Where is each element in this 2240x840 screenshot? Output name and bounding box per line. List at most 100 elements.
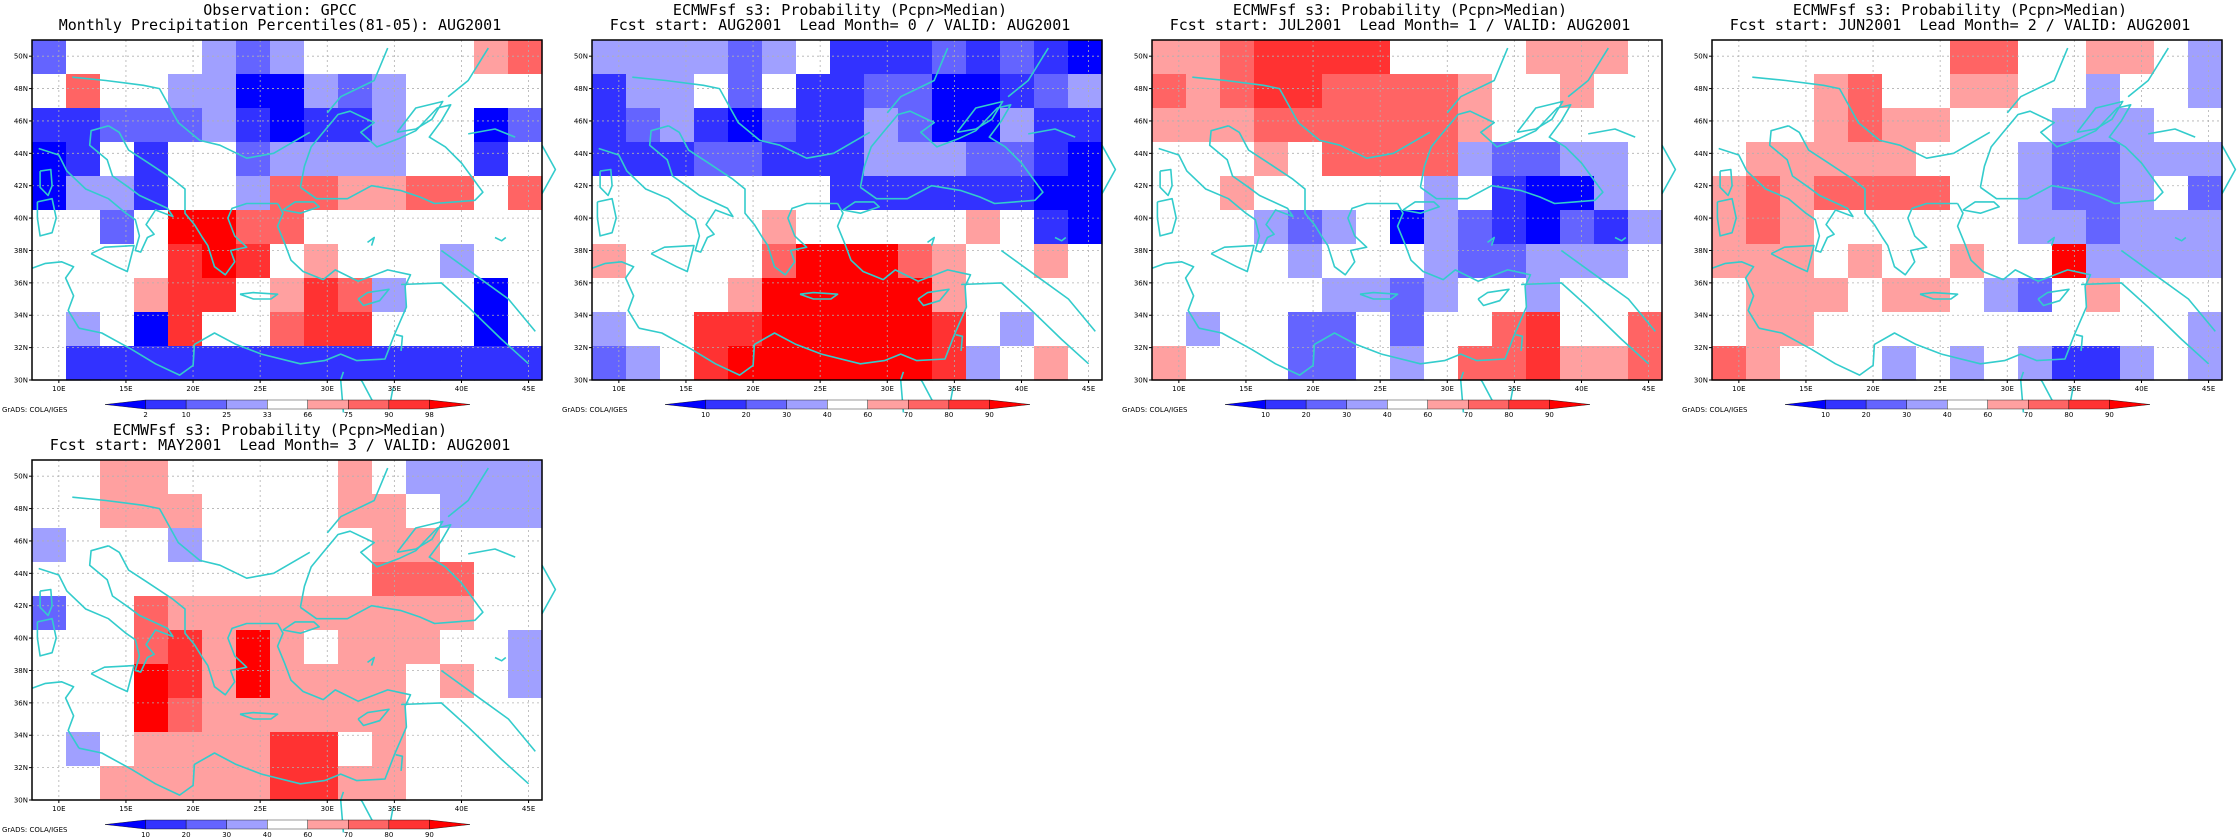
colorbar-swatch	[745, 399, 787, 410]
grid-cell	[1594, 346, 1629, 381]
grid-cell	[728, 244, 763, 279]
x-tick-label: 15E	[119, 805, 132, 813]
y-tick-label: 50N	[1694, 53, 1708, 61]
x-tick-label: 25E	[1933, 385, 1946, 393]
grid-cell	[864, 142, 899, 177]
grid-cell	[1814, 142, 1849, 177]
grid-cell	[864, 278, 899, 313]
x-tick-label: 40E	[2135, 385, 2148, 393]
y-tick-label: 42N	[1134, 182, 1148, 190]
grid-cell	[406, 244, 441, 279]
grid-cell	[1848, 142, 1883, 177]
grid-cell	[1560, 40, 1595, 75]
grid-cell	[168, 210, 203, 245]
y-tick-label: 48N	[1134, 85, 1148, 93]
grid-cell	[1628, 142, 1663, 177]
x-tick-label: 30E	[881, 385, 894, 393]
coastline	[1770, 244, 1815, 273]
grid-cell	[406, 312, 441, 347]
coastline	[2006, 47, 2069, 114]
colorbar-label: 98	[425, 411, 434, 419]
grid-cell	[134, 460, 169, 495]
grid-cell	[372, 596, 407, 631]
grid-cell	[508, 74, 543, 109]
coastline	[299, 104, 484, 205]
grid-cell	[134, 596, 169, 631]
grid-cell	[1984, 40, 2019, 75]
x-tick-label: 35E	[1508, 385, 1521, 393]
grid-cell	[1882, 74, 1917, 109]
grid-cell	[2018, 74, 2053, 109]
coastline	[1477, 288, 1510, 307]
grid-cell	[2052, 74, 2087, 109]
coastline	[591, 260, 640, 329]
grid-cell	[134, 494, 169, 529]
grid-cell	[1780, 142, 1815, 177]
grid-cell	[1492, 346, 1527, 381]
colorbar-swatch	[388, 819, 430, 830]
grid-cell	[372, 210, 407, 245]
grid-cell	[932, 176, 967, 211]
grid-cell	[474, 766, 509, 801]
grid-cell	[66, 40, 101, 75]
grid-cell	[508, 562, 543, 597]
coastline	[108, 125, 278, 276]
grid-cell	[508, 766, 543, 801]
grid-cell	[1746, 210, 1781, 245]
grid-cell	[2086, 40, 2121, 75]
grid-cell	[270, 732, 305, 767]
grid-cell	[1984, 142, 2019, 177]
grid-cell	[626, 210, 661, 245]
grid-cell	[830, 74, 865, 109]
coastline	[357, 288, 390, 307]
grid-cell	[2188, 278, 2223, 313]
colorbar-label: 66	[303, 411, 312, 419]
coastline	[440, 249, 536, 332]
grid-cell	[2188, 312, 2223, 347]
y-tick-label: 36N	[1694, 279, 1708, 287]
grid-cell	[304, 312, 339, 347]
grid-cell	[1526, 244, 1561, 279]
grid-cell	[1390, 74, 1425, 109]
grid-cell	[1712, 278, 1747, 313]
grid-cell	[1594, 108, 1629, 143]
grid-cell	[338, 142, 373, 177]
grid-cell	[372, 494, 407, 529]
y-tick-label: 32N	[1694, 344, 1708, 352]
colorbar-label: 40	[1943, 411, 1952, 419]
grid-cell	[474, 40, 509, 75]
grid-cell	[406, 142, 441, 177]
colorbar-swatch	[2028, 399, 2070, 410]
y-tick-label: 36N	[14, 699, 28, 707]
grid-cell	[2018, 142, 2053, 177]
y-tick-label: 44N	[1134, 150, 1148, 158]
coastline	[1979, 104, 2164, 205]
grid-cell	[762, 346, 797, 381]
coastline	[31, 680, 80, 749]
grid-cell	[1322, 244, 1357, 279]
grid-cell	[796, 142, 831, 177]
grid-cell	[1492, 176, 1527, 211]
grid-cell	[2052, 40, 2087, 75]
grid-cell	[1916, 312, 1951, 347]
grid-cell	[2154, 210, 2189, 245]
coastline	[239, 291, 279, 300]
grid-cell	[202, 244, 237, 279]
grid-cell	[1492, 278, 1527, 313]
grid-cell	[1492, 210, 1527, 245]
coastline	[1158, 125, 1294, 253]
coastline	[447, 47, 489, 98]
grid-cell	[32, 108, 67, 143]
grid-cell	[1712, 74, 1747, 109]
grid-cell	[168, 630, 203, 665]
grid-cell	[1746, 346, 1781, 381]
grid-cell	[1984, 210, 2019, 245]
grid-cell	[338, 346, 373, 381]
grid-cell	[304, 40, 339, 75]
grid-cell	[1220, 40, 1255, 75]
grid-cell	[2154, 244, 2189, 279]
grid-cell	[338, 494, 373, 529]
grid-cell	[762, 142, 797, 177]
grid-cell	[1526, 312, 1561, 347]
y-tick-label: 30N	[1134, 377, 1148, 385]
